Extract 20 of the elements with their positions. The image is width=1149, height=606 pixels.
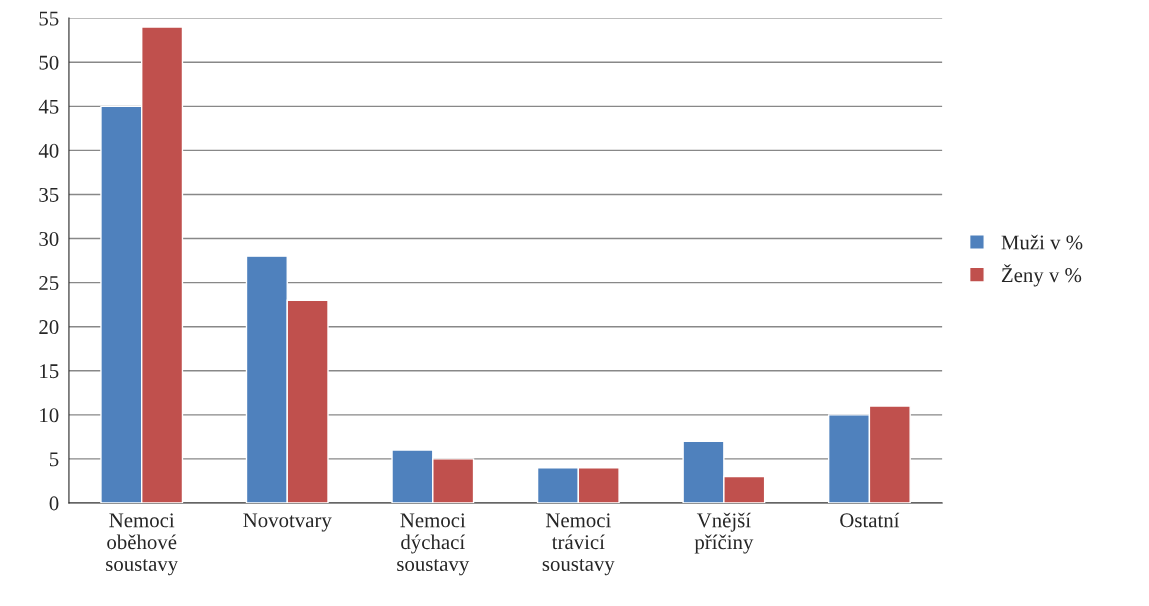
x-tick-label: Nemoci oběhové soustavy <box>106 513 179 576</box>
x-tick-label: Novotvary <box>243 513 332 532</box>
y-tick-label: 0 <box>49 496 59 511</box>
y-tick-label: 25 <box>39 276 59 291</box>
x-tick-label: Nemoci dýchací soustavy <box>397 513 470 576</box>
x-tick-label: Ostatní <box>840 512 900 528</box>
y-tick-label: 5 <box>50 452 59 467</box>
x-tick-label: Vnější příčiny <box>694 512 754 554</box>
y-tick-label: 40 <box>38 143 59 158</box>
y-tick-label: 30 <box>39 231 59 246</box>
y-tick-label: 15 <box>40 364 59 379</box>
y-tick-label: 35 <box>39 187 59 202</box>
y-tick-label: 45 <box>38 99 59 114</box>
y-tick-label: 50 <box>39 55 59 70</box>
x-tick-label: Nemoci trávicí soustavy <box>542 513 615 576</box>
legend-label: Ženy v % <box>1001 264 1082 287</box>
y-tick-label: 20 <box>39 320 59 335</box>
y-tick-label: 55 <box>39 11 59 26</box>
legend-label: Muži v % <box>1001 234 1083 250</box>
y-tick-label: 10 <box>40 408 59 423</box>
